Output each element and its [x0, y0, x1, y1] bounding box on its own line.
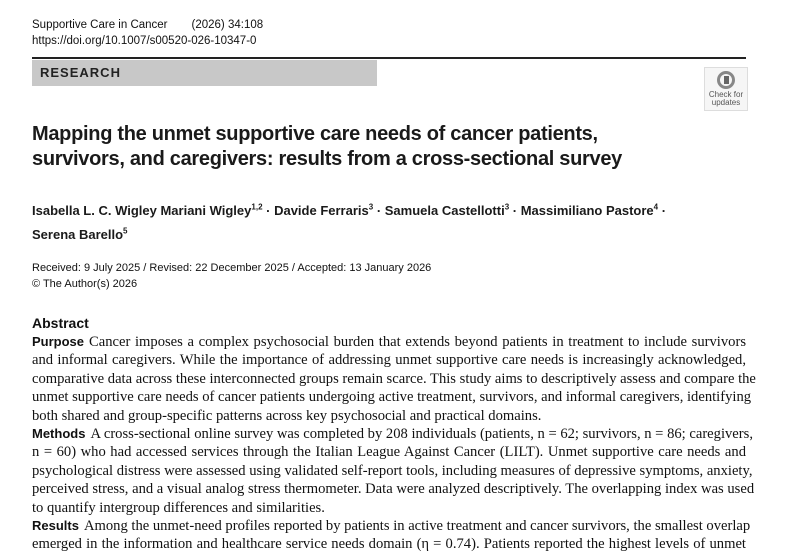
abstract-purpose: Purpose Cancer imposes a complex psychoso… — [32, 333, 756, 425]
author[interactable]: Davide Ferraris3 — [274, 203, 374, 219]
section-label: Purpose — [32, 334, 85, 349]
abstract-line: both shared and group-specific patterns … — [32, 407, 746, 425]
abstract-methods: Methods A cross-sectional online survey w… — [32, 425, 754, 517]
abstract-line: comparative data across these interconne… — [32, 370, 756, 388]
abstract-line: Purpose Cancer imposes a complex psychoso… — [32, 333, 746, 351]
line-text: Cancer imposes a complex psychosocial bu… — [89, 334, 746, 350]
badge-text: updates — [711, 98, 741, 107]
abstract-line: psychological distress were assessed usi… — [32, 462, 752, 480]
abstract-line: to quantify intergroup differences and s… — [32, 499, 746, 517]
journal-name: Supportive Care in Cancer — [32, 19, 168, 31]
line-text: to quantify intergroup differences and s… — [32, 499, 325, 516]
line-text: unmet supportive care needs of cancer pa… — [32, 389, 752, 406]
title-line: survivors, and caregivers: results from … — [32, 148, 622, 170]
line-text: Among the unmet-need profiles reported b… — [83, 518, 751, 535]
abstract-line: emerged in the information and healthcar… — [32, 535, 746, 553]
author[interactable]: Samuela Castellotti3 — [384, 203, 510, 219]
title-line: Mapping the unmet supportive care needs … — [32, 123, 598, 145]
header-rule — [32, 57, 746, 59]
author-list: Isabella L. C. Wigley Mariani Wigley1,2 … — [32, 203, 667, 242]
doi-link[interactable]: https://doi.org/10.1007/s00520-026-10347… — [32, 35, 257, 47]
line-text: A cross-sectional online survey was comp… — [90, 426, 753, 443]
author[interactable]: Isabella L. C. Wigley Mariani Wigley1,2 — [32, 203, 263, 219]
section-label: Results — [32, 518, 79, 534]
badge-text: Check for — [708, 90, 744, 99]
bookmark-icon — [717, 71, 735, 89]
line-text: perceived stress, and a visual analog st… — [32, 481, 755, 498]
abstract-heading: Abstract — [32, 315, 89, 331]
dates: Received: 9 July 2025 / Revised: 22 Dece… — [32, 262, 432, 274]
abstract-line: Results Among the unmet-need profiles rep… — [32, 517, 750, 535]
abstract-results: Results Among the unmet-need profiles rep… — [32, 517, 750, 554]
check-for-updates-badge[interactable]: Check for updates — [704, 67, 748, 111]
article-type-banner: RESEARCH — [32, 60, 377, 86]
line-text: both shared and group-specific patterns … — [32, 407, 542, 424]
article-title: Mapping the unmet supportive care needs … — [32, 122, 622, 172]
section-label: Methods — [32, 426, 86, 442]
copyright: © The Author(s) 2026 — [32, 278, 138, 290]
abstract-line: and informal caregivers. While the impor… — [32, 351, 746, 369]
line-text: psychological distress were assessed usi… — [32, 462, 753, 479]
author[interactable]: Serena Barello5 — [32, 226, 128, 242]
line-text: n = 60) who had accessed services throug… — [32, 444, 746, 461]
abstract-line: n = 60) who had accessed services throug… — [32, 443, 746, 461]
article-history: Received: 9 July 2025 / Revised: 22 Dece… — [32, 260, 431, 292]
abstract-line: perceived stress, and a visual analog st… — [32, 480, 754, 498]
line-text: emerged in the information and healthcar… — [32, 536, 746, 553]
abstract-line: Methods A cross-sectional online survey w… — [32, 425, 753, 443]
line-text: and informal caregivers. While the impor… — [32, 352, 746, 369]
abstract: Abstract Purpose Cancer imposes a complex… — [32, 314, 756, 554]
abstract-line: unmet supportive care needs of cancer pa… — [32, 388, 751, 406]
author[interactable]: Massimiliano Pastore4 — [520, 203, 659, 219]
line-text: comparative data across these interconne… — [32, 370, 756, 387]
journal-volume: (2026) 34:108 — [191, 19, 264, 31]
journal-header: Supportive Care in Cancer (2026) 34:108 h… — [32, 17, 263, 49]
